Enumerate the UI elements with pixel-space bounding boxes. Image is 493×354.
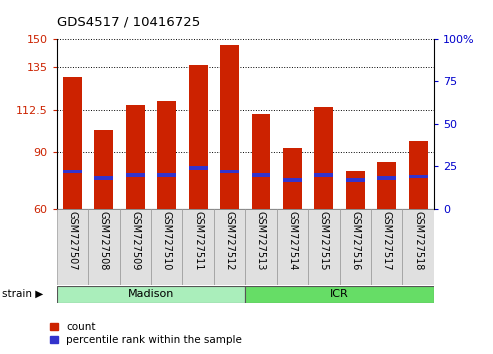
- Bar: [94, 176, 113, 180]
- Text: GSM727518: GSM727518: [413, 211, 423, 270]
- Text: GSM727508: GSM727508: [99, 211, 109, 270]
- Bar: [251, 114, 270, 209]
- Text: GSM727514: GSM727514: [287, 211, 297, 270]
- Text: GSM727511: GSM727511: [193, 211, 203, 270]
- Text: GSM727513: GSM727513: [256, 211, 266, 270]
- Text: ICR: ICR: [330, 289, 349, 299]
- Bar: [315, 173, 333, 177]
- Bar: [63, 170, 82, 173]
- Bar: [63, 77, 82, 209]
- Bar: [94, 130, 113, 209]
- Bar: [214, 209, 246, 285]
- Bar: [126, 105, 145, 209]
- Bar: [283, 148, 302, 209]
- Text: GSM727515: GSM727515: [319, 211, 329, 271]
- Bar: [377, 176, 396, 180]
- Text: strain ▶: strain ▶: [2, 289, 44, 299]
- Bar: [346, 178, 365, 182]
- Bar: [245, 286, 434, 303]
- Bar: [251, 173, 270, 177]
- Text: GSM727509: GSM727509: [130, 211, 141, 270]
- Text: GSM727512: GSM727512: [224, 211, 235, 271]
- Bar: [308, 209, 340, 285]
- Bar: [402, 209, 434, 285]
- Bar: [245, 209, 277, 285]
- Bar: [57, 286, 245, 303]
- Bar: [151, 209, 182, 285]
- Bar: [277, 209, 308, 285]
- Bar: [371, 209, 402, 285]
- Bar: [409, 141, 427, 209]
- Text: Madison: Madison: [128, 289, 174, 299]
- Bar: [315, 107, 333, 209]
- Bar: [182, 209, 214, 285]
- Bar: [189, 65, 208, 209]
- Bar: [220, 45, 239, 209]
- Bar: [126, 173, 145, 177]
- Bar: [157, 101, 176, 209]
- Bar: [346, 171, 365, 209]
- Bar: [409, 175, 427, 178]
- Text: GSM727516: GSM727516: [350, 211, 360, 270]
- Text: GSM727510: GSM727510: [162, 211, 172, 270]
- Bar: [119, 209, 151, 285]
- Bar: [377, 162, 396, 209]
- Bar: [57, 209, 88, 285]
- Text: GSM727507: GSM727507: [68, 211, 77, 271]
- Text: GSM727517: GSM727517: [382, 211, 392, 271]
- Bar: [189, 166, 208, 170]
- Bar: [88, 209, 119, 285]
- Bar: [220, 170, 239, 173]
- Legend: count, percentile rank within the sample: count, percentile rank within the sample: [50, 322, 242, 345]
- Bar: [283, 178, 302, 182]
- Bar: [157, 173, 176, 177]
- Bar: [340, 209, 371, 285]
- Text: GDS4517 / 10416725: GDS4517 / 10416725: [57, 15, 200, 28]
